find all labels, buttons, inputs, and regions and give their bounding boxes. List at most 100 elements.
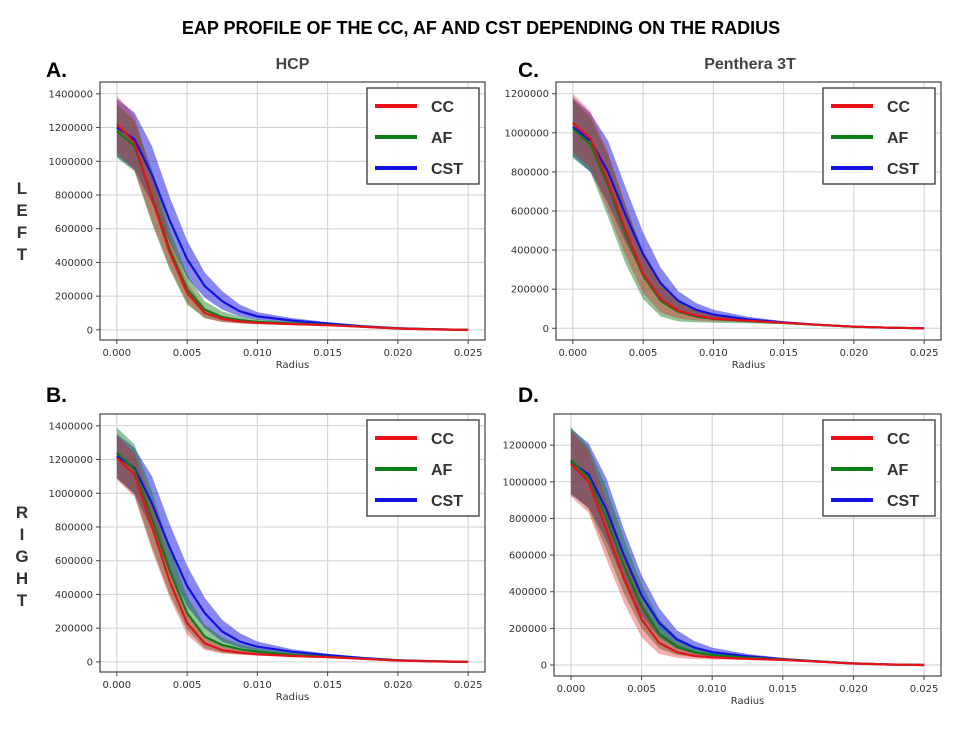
row-label-letter: R [15,503,29,522]
chart-a-hcp-left: 0.000 0.005 0.010 0.015 0.020 0.025 Radius 0 200… [48,81,486,371]
legend: CC AF CST [366,419,480,517]
band-cst [116,434,469,662]
series-lines [116,452,469,663]
y-tick-label: 1200000 [502,441,547,452]
y-tick-label: 600000 [509,551,547,562]
x-tick-label: 0.000 [557,684,586,695]
y-tick-label: 1200000 [48,455,93,466]
x-tick-label: 0.000 [103,680,132,691]
x-tick-label: 0.005 [173,348,202,359]
line-cc [572,122,925,330]
y-tick-label: 400000 [55,590,93,601]
y-axis: 0 200000 400000 600000 800000 1000000 1200000 [504,89,556,335]
y-tick-label: 600000 [511,207,549,218]
y-axis: 0 200000 400000 600000 800000 1000000 1200000 1… [48,421,100,668]
y-tick-label: 600000 [55,224,93,235]
x-tick-label: 0.015 [313,348,342,359]
x-tick-label: 0.025 [454,348,483,359]
series-lines [116,123,469,331]
row-label-letter: F [16,223,28,242]
y-tick-label: 0 [87,325,93,336]
y-axis: 0 200000 400000 600000 800000 1000000 1200000 1… [48,89,100,336]
panel-label-a: A. [46,59,67,82]
series-lines [572,122,925,330]
x-tick-label: 0.015 [768,684,797,695]
panel-label-b: B. [46,384,67,407]
confidence-bands [572,93,925,329]
x-axis: 0.000 0.005 0.010 0.015 0.020 0.025 [103,672,482,691]
plot-frame [99,81,486,341]
column-title-penthera: Penthera 3T [704,56,796,73]
y-tick-label: 400000 [509,587,547,598]
x-tick-label: 0.010 [698,684,727,695]
x-axis: 0.000 0.005 0.010 0.015 0.020 0.025 [103,340,483,359]
x-axis-label: Radius [276,692,310,703]
legend-label-af: AF [431,462,453,479]
y-tick-label: 400000 [511,246,549,257]
y-axis: 0 200000 400000 600000 800000 1000000 1200000 [502,441,554,672]
y-tick-label: 400000 [55,258,93,269]
y-tick-label: 1200000 [504,89,549,100]
y-tick-label: 0 [543,324,549,335]
row-label-letter: I [19,525,25,544]
legend: CC AF CST [822,419,936,517]
legend-label-cst: CST [431,493,463,510]
chart-b-hcp-right: 0.000 0.005 0.010 0.015 0.020 0.025 Radius 0 200… [48,413,486,703]
legend-label-af: AF [431,130,453,147]
figure-title: EAP PROFILE OF THE CC, AF AND CST DEPEND… [181,18,781,38]
x-tick-label: 0.020 [384,680,413,691]
x-tick-label: 0.010 [699,348,728,359]
x-tick-label: 0.015 [313,680,342,691]
x-tick-label: 0.000 [103,348,132,359]
x-tick-label: 0.025 [910,348,939,359]
y-tick-label: 1200000 [48,123,93,134]
plot-frame [99,413,486,673]
y-tick-label: 800000 [509,514,547,525]
row-label-letter: T [16,591,28,610]
x-tick-label: 0.025 [910,684,939,695]
legend-label-cc: CC [887,99,911,116]
x-tick-label: 0.010 [243,680,272,691]
y-tick-label: 200000 [511,285,549,296]
legend-label-cst: CST [431,161,463,178]
column-title-hcp: HCP [275,56,310,73]
legend-label-af: AF [887,462,909,479]
y-tick-label: 1000000 [48,157,93,168]
y-tick-label: 600000 [55,556,93,567]
series-lines [570,459,925,667]
y-tick-label: 200000 [55,624,93,635]
line-cc [116,123,469,331]
x-axis-label: Radius [276,360,310,371]
y-tick-label: 0 [541,661,547,672]
chart-c-penthera-left: 0.000 0.005 0.010 0.015 0.020 0.025 Radius 0 200… [504,81,942,371]
panel-label-c: C. [518,59,539,82]
y-tick-label: 800000 [511,167,549,178]
legend-label-cst: CST [887,161,919,178]
x-tick-label: 0.005 [173,680,202,691]
line-cc [570,462,925,667]
chart-d-penthera-right: 0.000 0.005 0.010 0.015 0.020 0.025 Radius 0 200… [502,413,942,707]
x-tick-label: 0.000 [559,348,588,359]
x-tick-label: 0.020 [839,684,868,695]
x-tick-label: 0.020 [384,348,413,359]
panel-label-d: D. [518,384,539,407]
band-cst [572,97,925,329]
y-tick-label: 0 [87,657,93,668]
legend-label-cst: CST [887,493,919,510]
legend: CC AF CST [822,87,936,185]
plot-frame [553,413,942,677]
y-tick-label: 1400000 [48,421,93,432]
x-axis-label: Radius [732,360,766,371]
x-tick-label: 0.005 [629,348,658,359]
legend-label-cc: CC [887,431,911,448]
y-tick-label: 200000 [509,624,547,635]
y-tick-label: 1000000 [48,489,93,500]
legend-label-af: AF [887,130,909,147]
row-label-letter: G [15,547,29,566]
y-tick-label: 1400000 [48,89,93,100]
row-label-letter: T [16,245,28,264]
row-label-letter: L [16,179,28,198]
x-axis: 0.000 0.005 0.010 0.015 0.020 0.025 [557,676,939,695]
